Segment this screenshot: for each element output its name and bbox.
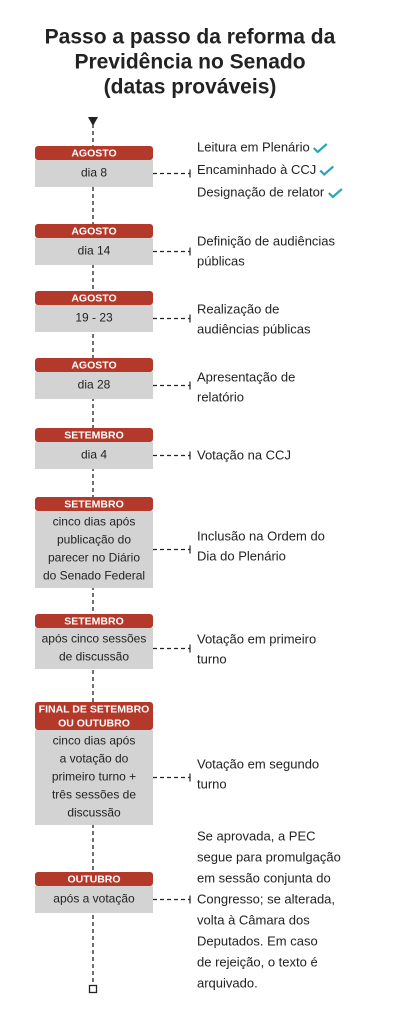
step-description: segue para promulgação [197,849,341,864]
step-description: Congresso; se alterada, [197,891,335,906]
step-description: turno [197,651,227,666]
step-description: Se aprovada, a PEC [197,828,316,843]
month-label: SETEMBRO [64,498,124,510]
step-description: de rejeição, o texto é [197,954,318,969]
date-box [35,372,153,399]
month-label: AGOSTO [71,147,116,159]
month-header [35,358,153,372]
date-label: 19 - 23 [75,311,113,325]
step-description: turno [197,776,227,791]
month-header [35,614,153,628]
date-label: cinco dias após [53,734,136,748]
date-box [35,305,153,332]
date-label: dia 4 [81,448,107,462]
step-description: públicas [197,253,245,268]
date-label: após a votação [53,892,135,906]
date-label: cinco dias após [53,515,136,529]
date-box [35,442,153,469]
date-label: publicação do [57,533,131,547]
month-header [35,146,153,160]
month-label: AGOSTO [71,359,116,371]
step-description: Realização de [197,301,279,316]
date-label: discussão [67,806,121,820]
date-box [35,730,153,825]
month-header [35,872,153,886]
date-label: do Senado Federal [43,569,145,583]
month-header [35,702,153,730]
date-label: dia 8 [81,166,107,180]
month-label: SETEMBRO [64,429,124,441]
date-box [35,628,153,669]
step-description: Votação na CCJ [197,447,291,462]
month-header [35,497,153,511]
step-description: Inclusão na Ordem do [197,528,325,543]
month-header [35,224,153,238]
check-icon [328,188,343,199]
title-line: Passo a passo da reforma da [45,26,336,49]
month-label: AGOSTO [71,292,116,304]
check-icon [319,165,334,177]
title-line: (datas prováveis) [104,76,277,99]
step-description: Votação em segundo [197,756,319,771]
step-description: arquivado. [197,975,258,990]
step-description: Definição de audiências [197,233,336,248]
step-description: Designação de relator [197,184,325,199]
step-description: Dia do Plenário [197,548,286,563]
timeline-arrow [88,117,98,126]
date-box [35,511,153,588]
month-label: AGOSTO [71,225,116,237]
date-label: primeiro turno + [52,770,136,784]
step-description: volta à Câmara dos [197,912,310,927]
date-box [35,886,153,913]
month-header [35,291,153,305]
date-label: a votação do [60,752,129,766]
check-icon [312,143,328,154]
date-label: dia 14 [78,244,111,258]
step-description: Votação em primeiro [197,631,316,646]
step-description: relatório [197,389,244,404]
date-box [35,238,153,265]
step-description: Leitura em Plenário [197,139,310,154]
date-label: dia 28 [78,378,111,392]
date-label: três sessões de [52,788,136,802]
date-label: de discussão [59,650,129,664]
month-label: OUTUBRO [67,873,120,885]
month-label: OU OUTUBRO [58,717,130,729]
step-description: audiências públicas [197,321,311,336]
step-description: Apresentação de [197,369,295,384]
step-description: em sessão conjunta do [197,870,331,885]
month-header [35,428,153,442]
date-label: após cinco sessões [42,632,147,646]
title-line: Previdência no Senado [74,51,305,74]
timeline-end [88,984,98,994]
date-label: parecer no Diário [48,551,140,565]
step-description: Deputados. Em caso [197,933,318,948]
date-box [35,160,153,187]
month-label: FINAL DE SETEMBRO [39,703,150,715]
month-label: SETEMBRO [64,615,124,627]
step-description: Encaminhado à CCJ [197,162,316,177]
